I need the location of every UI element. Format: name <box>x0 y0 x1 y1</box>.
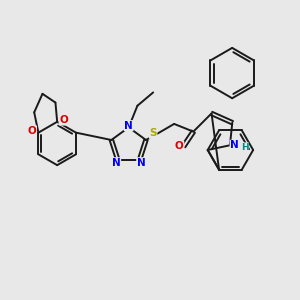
Text: N: N <box>112 158 121 168</box>
Text: S: S <box>149 128 157 138</box>
Text: H: H <box>241 143 248 152</box>
Text: N: N <box>137 158 146 168</box>
Text: O: O <box>175 141 184 151</box>
Text: O: O <box>59 115 68 125</box>
Text: N: N <box>230 140 239 150</box>
Text: N: N <box>124 121 133 131</box>
Text: O: O <box>28 126 37 136</box>
